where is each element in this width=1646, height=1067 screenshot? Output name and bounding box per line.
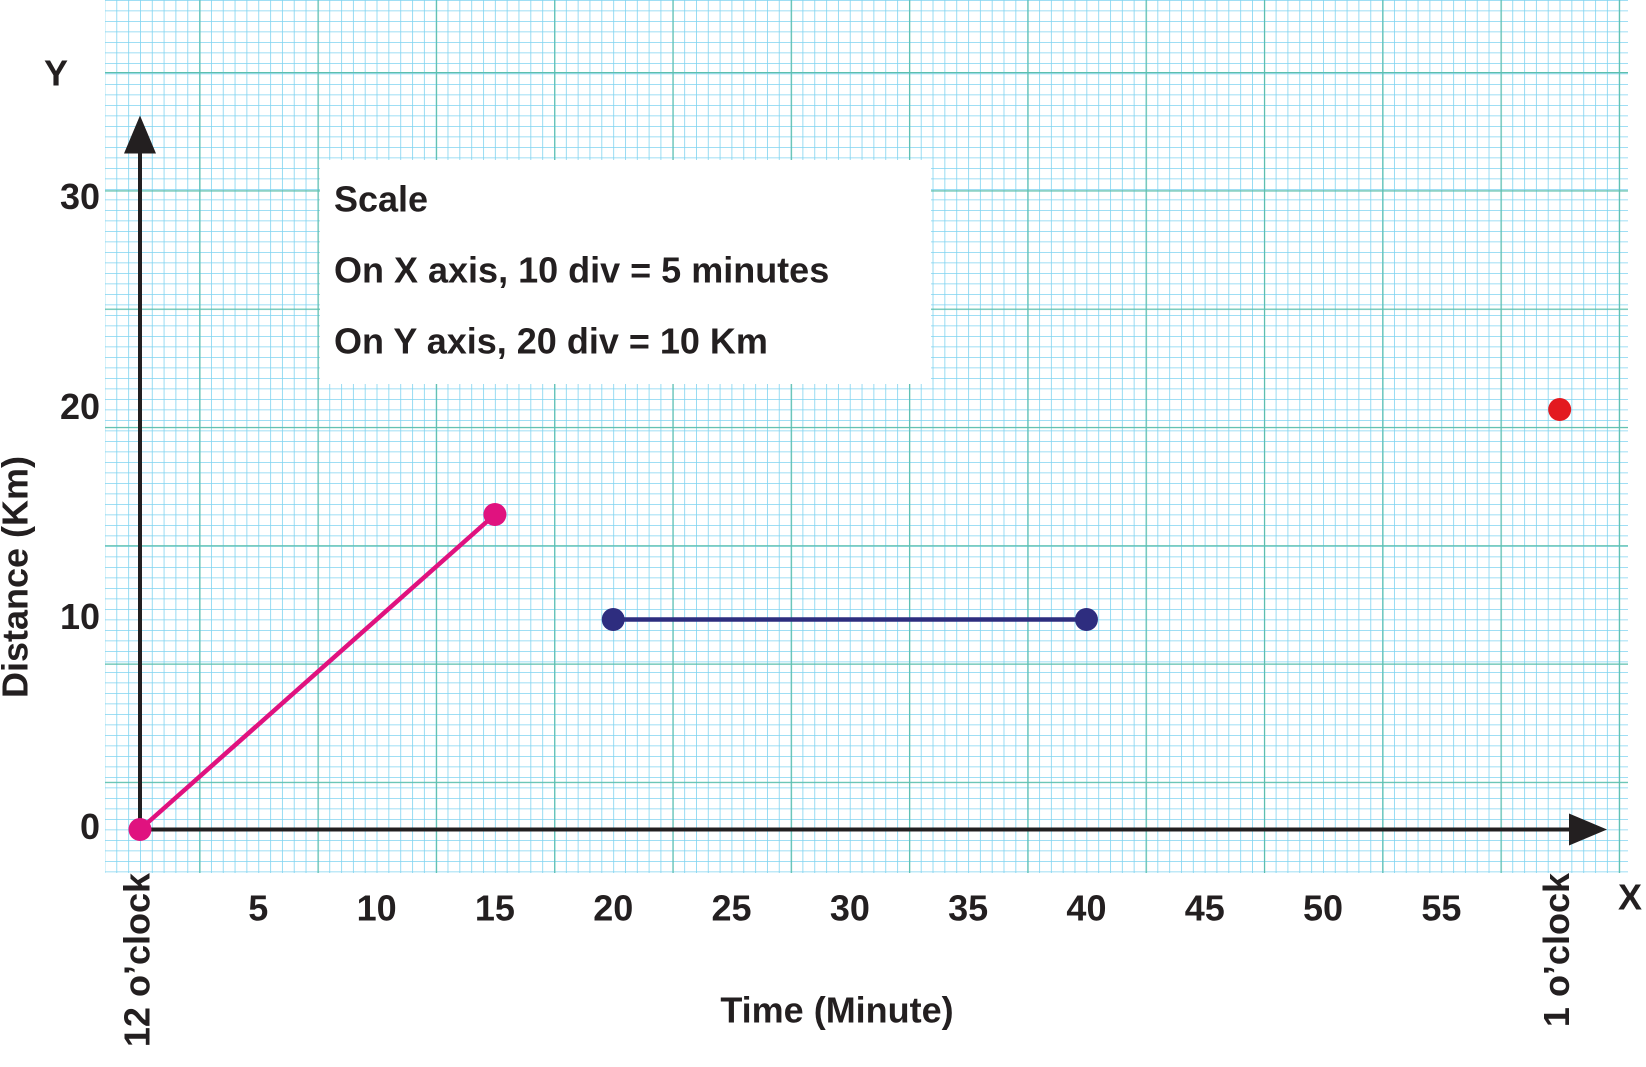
x-axis-arrow <box>1569 813 1607 846</box>
y-axis-title: Distance (Km) <box>0 456 36 698</box>
scale-title: Scale <box>334 179 428 220</box>
x-tick-label: 55 <box>1421 888 1461 929</box>
y-tick-label: 30 <box>60 176 100 217</box>
data-point <box>1548 398 1572 421</box>
x-tick-label: 1 o’clock <box>1536 872 1577 1027</box>
y-tick-label: 0 <box>80 806 100 847</box>
series-line <box>138 512 497 832</box>
data-point <box>1074 608 1098 631</box>
graph-paper <box>105 0 1628 873</box>
scale-note: On X axis, 10 div = 5 minutes <box>334 250 829 291</box>
x-tick-label: 40 <box>1066 888 1106 929</box>
y-tick-label: 10 <box>60 596 100 637</box>
data-point <box>483 503 507 526</box>
data-point <box>128 818 152 841</box>
x-axis-name: X <box>1618 877 1642 918</box>
x-tick-label: 35 <box>948 888 988 929</box>
y-axis-arrow <box>124 115 156 154</box>
x-tick-label: 30 <box>830 888 870 929</box>
x-tick-label: 20 <box>593 888 633 929</box>
x-tick-label: 25 <box>712 888 752 929</box>
y-axis-name: Y <box>44 53 68 94</box>
x-axis-title: Time (Minute) <box>720 990 953 1031</box>
scale-box <box>320 160 931 384</box>
x-tick-label: 12 o’clock <box>117 872 158 1047</box>
data-point <box>601 608 625 631</box>
scale-note: On Y axis, 20 div = 10 Km <box>334 321 768 362</box>
x-tick-label: 50 <box>1303 888 1343 929</box>
y-tick-label: 20 <box>60 386 100 427</box>
x-tick-label: 5 <box>248 888 268 929</box>
x-tick-label: 45 <box>1185 888 1225 929</box>
x-tick-label: 15 <box>475 888 515 929</box>
x-tick-label: 10 <box>357 888 397 929</box>
paper-major <box>105 0 1628 873</box>
